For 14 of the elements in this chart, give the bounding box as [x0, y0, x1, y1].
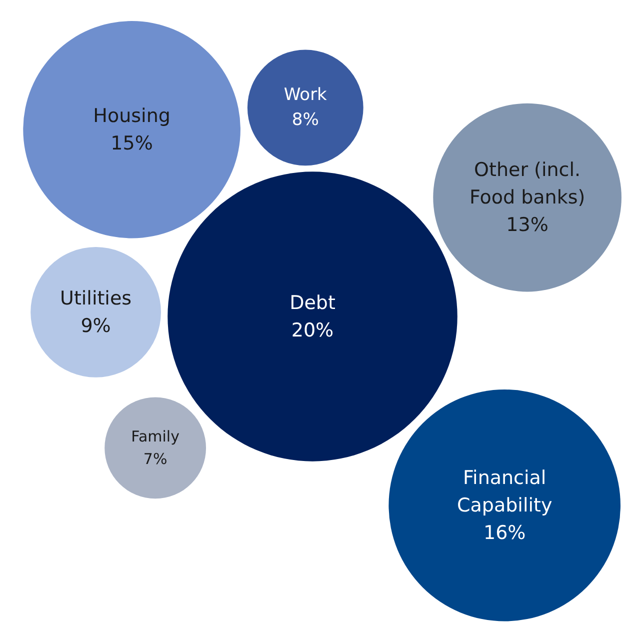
category-label: Financial Capability: [456, 466, 552, 516]
category-label: Housing: [93, 104, 170, 127]
category-label: Other (incl. Food banks): [469, 159, 586, 209]
data-label: 13%: [506, 214, 548, 236]
data-label: 20%: [291, 319, 334, 342]
data-label: 8%: [292, 110, 319, 130]
category-label: Debt: [290, 292, 336, 314]
data-label: 15%: [110, 132, 153, 154]
data-label: 7%: [143, 450, 168, 468]
data-label: 16%: [483, 522, 526, 544]
data-label: 9%: [80, 314, 111, 337]
category-label: Work: [284, 85, 328, 106]
category-label: Family: [131, 428, 180, 446]
category-label: Utilities: [60, 287, 132, 310]
